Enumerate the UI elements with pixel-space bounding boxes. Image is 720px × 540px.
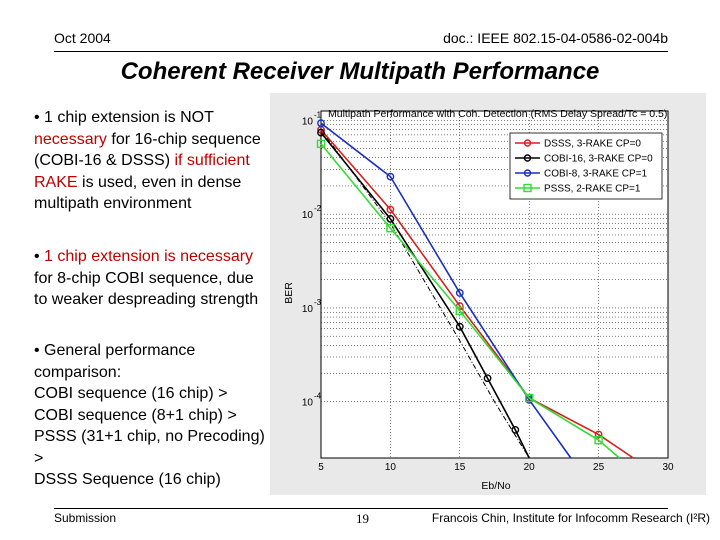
y-tick-exponent: -3 bbox=[314, 298, 322, 307]
series-line bbox=[320, 122, 572, 459]
chart-title: Multipath Performance with Coh. Detectio… bbox=[328, 108, 667, 120]
x-tick-label: 15 bbox=[454, 462, 466, 473]
series-marker bbox=[455, 289, 464, 297]
bullet-text: is used, even in dense multipath environ… bbox=[34, 173, 242, 213]
series-marker bbox=[317, 128, 325, 137]
x-tick-label: 10 bbox=[385, 462, 397, 473]
footer-author: Francois Chin, Institute for Infocomm Re… bbox=[431, 511, 710, 525]
y-tick-label: 10 bbox=[302, 210, 314, 221]
series-line bbox=[320, 132, 530, 459]
bullet-cobi8: • 1 chip extension is necessary for 8-ch… bbox=[34, 246, 264, 311]
series-marker bbox=[524, 393, 534, 403]
legend-marker bbox=[523, 139, 532, 147]
x-axis-label: Eb/No bbox=[481, 480, 510, 492]
bullet-mark: • bbox=[34, 109, 45, 126]
comparison-line: COBI sequence (16 chip) > bbox=[34, 385, 228, 402]
series-marker bbox=[316, 139, 326, 149]
series-marker bbox=[386, 205, 395, 214]
legend-label: PSSS, 2-RAKE CP=1 bbox=[544, 184, 641, 195]
legend-label: COBI-16, 3-RAKE CP=0 bbox=[544, 154, 653, 165]
legend-label: DSSS, 3-RAKE CP=0 bbox=[544, 139, 641, 150]
y-tick-label: 10 bbox=[302, 116, 314, 127]
series-marker bbox=[386, 214, 395, 223]
bullet-text: for 8-chip COBI sequence, due to weaker … bbox=[34, 269, 259, 309]
bullet-rake-16chip: • 1 chip extension is NOT necessary for … bbox=[34, 107, 264, 215]
comparison-heading: • General performance comparison: bbox=[34, 342, 196, 381]
bullet-text: 1 chip extension is NOT bbox=[44, 109, 214, 126]
series-marker bbox=[455, 322, 464, 331]
bullet-text: for 16-chip sequence (COBI-16 & DSSS) bbox=[34, 130, 261, 170]
bullet-highlight: 1 chip extension is necessary bbox=[44, 248, 254, 265]
header-rule bbox=[54, 51, 668, 52]
legend-marker bbox=[523, 169, 532, 177]
series-line bbox=[320, 129, 634, 459]
curves bbox=[316, 119, 634, 459]
series-marker bbox=[386, 172, 395, 181]
y-tick-exponent: -2 bbox=[314, 204, 322, 213]
page-number: 19 bbox=[356, 511, 369, 526]
series-marker bbox=[386, 224, 395, 233]
series-marker bbox=[594, 435, 603, 445]
header-date: Oct 2004 bbox=[54, 30, 111, 46]
header-doc-id: doc.: IEEE 802.15-04-0586-02-004b bbox=[443, 30, 668, 46]
y-tick-exponent: -4 bbox=[314, 392, 322, 401]
x-tick-label: 25 bbox=[593, 462, 605, 473]
reference-curve bbox=[320, 129, 530, 459]
comparison-line: DSSS Sequence (16 chip) bbox=[34, 471, 221, 488]
series-marker bbox=[483, 374, 492, 383]
bullet-highlight: if sufficient RAKE bbox=[34, 152, 250, 191]
legend-marker bbox=[523, 154, 532, 162]
y-tick-exponent: -1 bbox=[314, 110, 322, 119]
y-tick-label: 10 bbox=[302, 398, 314, 409]
series-marker bbox=[511, 425, 520, 434]
y-tick-label: 10 bbox=[302, 304, 314, 315]
footer-submission: Submission bbox=[54, 511, 117, 525]
footer-rule bbox=[54, 508, 668, 509]
y-axis-label: BER bbox=[283, 282, 295, 304]
series-marker bbox=[317, 119, 325, 128]
series-marker bbox=[455, 306, 465, 315]
comparison-line: COBI sequence (8+1 chip) > bbox=[34, 406, 237, 424]
bullet-comparison: • General performance comparison: COBI s… bbox=[34, 340, 274, 491]
bullet-highlight: necessary bbox=[34, 130, 107, 148]
grid bbox=[320, 111, 669, 458]
bullet-mark: • bbox=[34, 248, 45, 265]
comparison-line: PSSS (31+1 chip, no Precoding) > bbox=[34, 428, 265, 467]
x-tick-label: 20 bbox=[524, 462, 536, 473]
x-tick-label: 5 bbox=[318, 462, 324, 473]
series-marker bbox=[594, 430, 603, 439]
legend-label: COBI-8, 3-RAKE CP=1 bbox=[544, 169, 648, 180]
x-tick-label: 30 bbox=[662, 462, 674, 473]
legend-marker bbox=[523, 183, 532, 193]
slide-title: Coherent Receiver Multipath Performance bbox=[120, 58, 600, 85]
legend: DSSS, 3-RAKE CP=0 COBI-16, 3-RAKE CP=0 COB… bbox=[509, 132, 663, 200]
